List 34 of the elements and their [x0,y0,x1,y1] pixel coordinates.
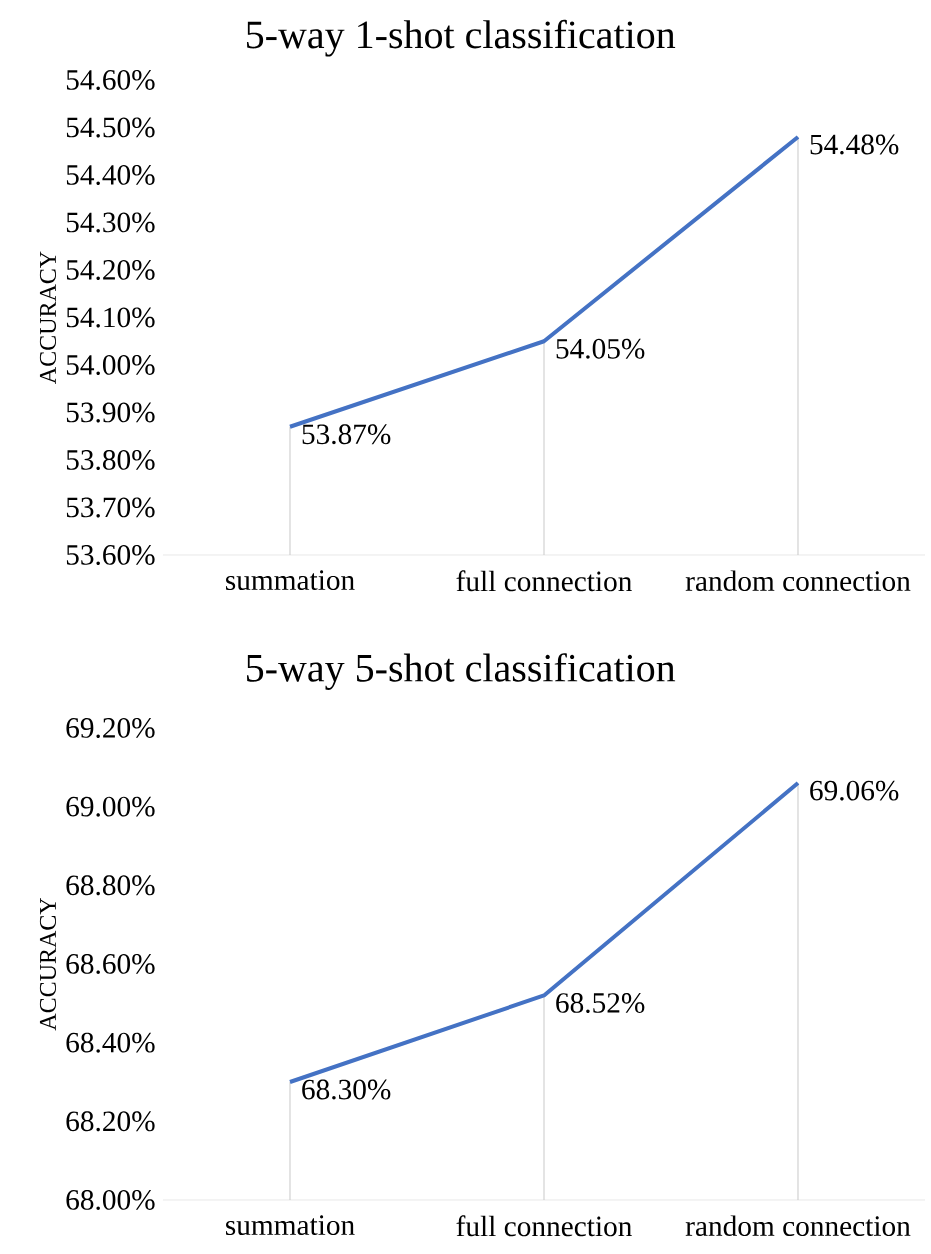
x-tick-label: random connection [685,1215,911,1237]
y-tick-label: 68.40% [66,1032,155,1053]
x-tick-label: summation [226,570,355,591]
y-tick-label: 69.00% [66,796,155,817]
y-tick-label: 54.00% [66,355,155,375]
data-label: 54.05% [556,338,645,359]
y-tick-label: 54.10% [66,307,155,328]
y-tick-label: 54.40% [66,165,155,185]
chart-title: 5-way 5-shot classification [247,653,676,690]
y-tick-label: 53.80% [66,450,155,470]
data-label: 69.06% [810,780,899,801]
y-tick-label: 54.20% [66,260,155,280]
y-tick-label: 68.80% [66,875,155,896]
data-label: 53.87% [302,424,391,445]
data-label: 54.48% [810,134,899,155]
y-tick-label: 68.60% [66,954,155,974]
data-label: 68.52% [556,993,645,1013]
y-tick-label: 54.50% [66,117,155,138]
y-tick-label: 68.00% [66,1190,155,1210]
y-axis-title: ACCURACY [39,897,57,1031]
data-label: 68.30% [302,1079,391,1100]
chart-title: 5-way 1-shot classification [247,19,676,57]
x-tick-label: random connection [685,570,911,592]
y-tick-label: 69.20% [66,718,155,738]
y-tick-label: 53.70% [66,497,155,518]
y-tick-label: 54.60% [66,70,155,90]
y-tick-label: 53.90% [66,402,155,423]
x-tick-label: full connection [456,1215,632,1237]
y-tick-label: 53.60% [66,545,155,565]
y-axis-title: ACCURACY [39,251,57,384]
x-tick-label: full connection [456,570,632,592]
y-tick-label: 68.20% [66,1111,155,1132]
x-tick-label: summation [226,1215,355,1236]
y-tick-label: 54.30% [66,212,155,233]
